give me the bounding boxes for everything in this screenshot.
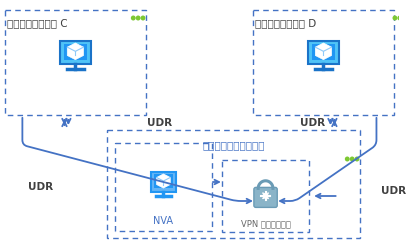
Circle shape: [262, 193, 267, 199]
Text: 仮想ネットワーク D: 仮想ネットワーク D: [254, 18, 315, 28]
Text: VPN ゲートウェイ: VPN ゲートウェイ: [240, 219, 290, 228]
Circle shape: [140, 16, 145, 21]
Text: 仮想ネットワーク C: 仮想ネットワーク C: [7, 18, 67, 28]
Polygon shape: [67, 43, 83, 60]
Text: UDR: UDR: [28, 182, 53, 191]
FancyBboxPatch shape: [311, 44, 334, 60]
Circle shape: [130, 16, 135, 21]
FancyBboxPatch shape: [60, 41, 90, 64]
Circle shape: [401, 16, 406, 21]
FancyBboxPatch shape: [308, 41, 338, 64]
Text: UDR: UDR: [300, 118, 325, 127]
Circle shape: [391, 16, 396, 21]
Polygon shape: [315, 43, 331, 60]
Polygon shape: [156, 174, 170, 188]
FancyBboxPatch shape: [253, 187, 276, 207]
Circle shape: [396, 16, 401, 21]
FancyBboxPatch shape: [150, 172, 176, 192]
Text: UDR: UDR: [147, 118, 172, 127]
FancyBboxPatch shape: [153, 174, 173, 188]
Circle shape: [354, 157, 359, 162]
Text: ハブ仮想ネットワーク: ハブ仮想ネットワーク: [202, 140, 264, 150]
Text: UDR: UDR: [380, 186, 405, 196]
Text: NVA: NVA: [153, 216, 173, 226]
FancyBboxPatch shape: [64, 44, 87, 60]
Circle shape: [349, 157, 354, 162]
Circle shape: [344, 157, 349, 162]
Circle shape: [135, 16, 140, 21]
